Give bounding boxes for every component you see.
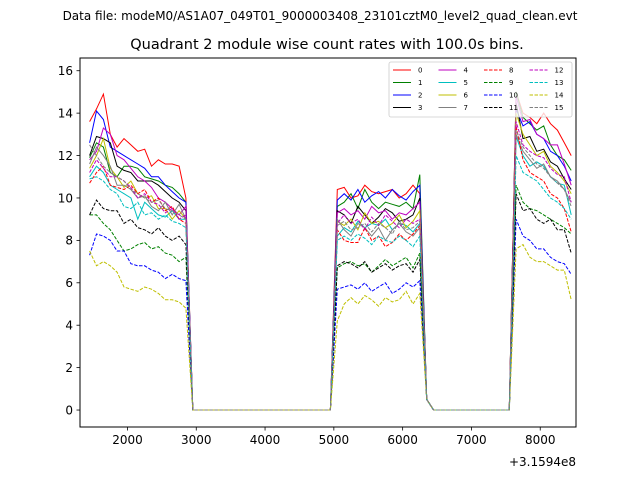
legend-label-12: 12	[555, 67, 564, 75]
legend-label-0: 0	[418, 67, 422, 75]
plot-area	[79, 57, 577, 428]
legend-label-14: 14	[555, 92, 564, 100]
x-tick-label: 8000	[525, 433, 556, 447]
legend-label-15: 15	[555, 104, 564, 112]
legend-label-11: 11	[509, 104, 518, 112]
series-line-15	[89, 129, 572, 411]
legend-label-9: 9	[509, 79, 513, 87]
y-tick-label: 0	[65, 403, 73, 417]
x-tick-label: 4000	[250, 433, 281, 447]
x-tick-label: 2000	[112, 433, 143, 447]
x-tick-label: 5000	[319, 433, 350, 447]
legend-label-6: 6	[464, 92, 469, 100]
legend-label-13: 13	[555, 79, 564, 87]
figure-suptitle: Data file: modeM0/AS1A07_049T01_90000034…	[63, 9, 578, 23]
legend-label-10: 10	[509, 92, 518, 100]
legend-label-3: 3	[418, 104, 422, 112]
y-tick-label: 12	[58, 149, 73, 163]
x-tick-label: 7000	[456, 433, 487, 447]
legend-label-1: 1	[418, 79, 422, 87]
y-axis: 0 2 4 6 8 10 12 14 16	[58, 64, 80, 417]
x-offset-label: +3.1594e8	[509, 455, 576, 469]
y-tick-label: 4	[65, 319, 73, 333]
y-tick-label: 16	[58, 64, 73, 78]
y-tick-label: 8	[65, 234, 73, 248]
legend-label-4: 4	[464, 67, 469, 75]
x-tick-label: 6000	[387, 433, 418, 447]
legend-box	[388, 61, 573, 118]
series-layer	[89, 91, 572, 411]
y-tick-label: 14	[58, 106, 73, 120]
y-tick-label: 10	[58, 191, 73, 205]
legend-label-7: 7	[464, 104, 468, 112]
legend-label-5: 5	[464, 79, 468, 87]
legend-label-2: 2	[418, 92, 422, 100]
y-tick-label: 6	[65, 276, 73, 290]
legend-label-8: 8	[509, 67, 513, 75]
chart-title: Quadrant 2 module wise count rates with …	[130, 37, 524, 53]
y-tick-label: 2	[65, 361, 73, 375]
series-line-13	[89, 155, 572, 411]
x-tick-label: 3000	[181, 433, 212, 447]
axes-frame	[79, 57, 577, 428]
x-axis: 2000 3000 4000 5000 6000 7000 8000	[112, 427, 556, 447]
